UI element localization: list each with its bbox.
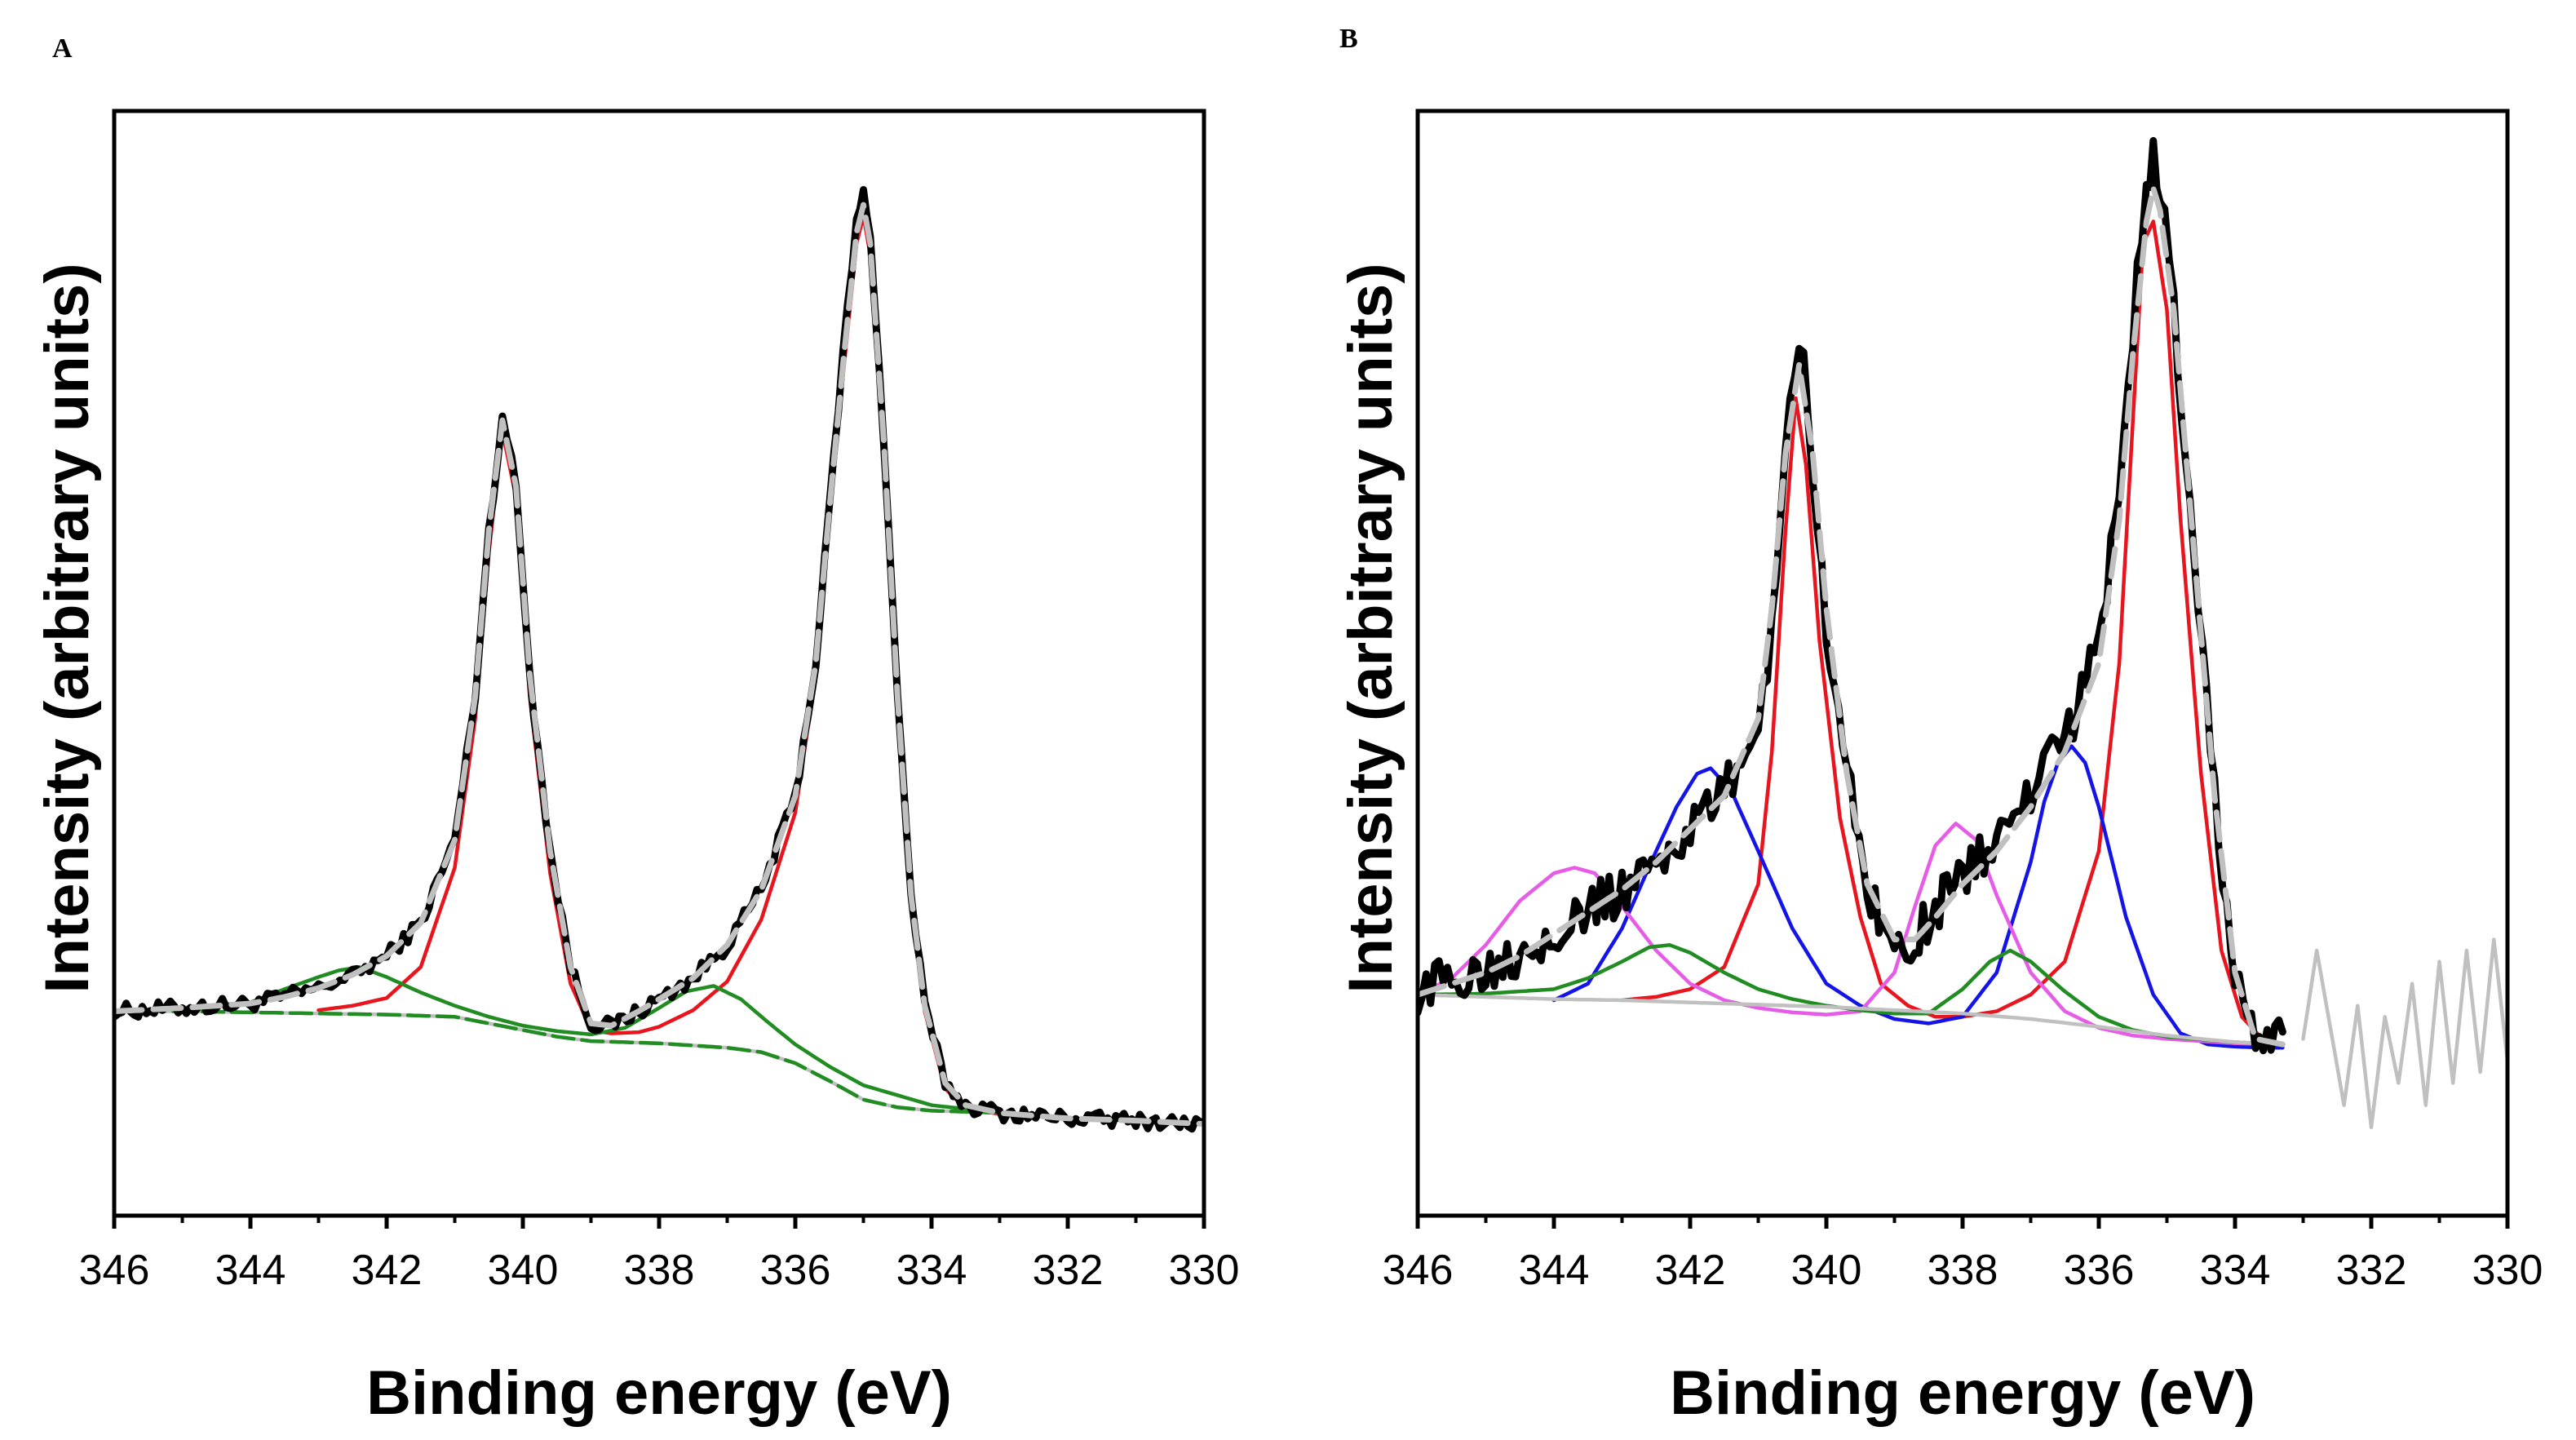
plot-a-x-tick-label-330: 330 bbox=[1169, 1247, 1240, 1294]
panel-label-b: B bbox=[1339, 24, 1358, 54]
plot-b-series-noise-tail-all-traces bbox=[2301, 937, 2507, 1129]
panel-b: B 346 344 342 340 338 336 334 332 330 Binding en… bbox=[1336, 24, 2543, 1428]
plot-b-frame bbox=[1415, 109, 2510, 1218]
plot-b-x-tick-label-340: 340 bbox=[1791, 1247, 1862, 1294]
plot-b-series-envelope-fit bbox=[1418, 185, 2286, 1048]
plot-a-x-tick-label-332: 332 bbox=[1033, 1247, 1104, 1294]
plot-b-x-tick-label-342: 342 bbox=[1655, 1247, 1726, 1294]
plot-a-x-tick-label-344: 344 bbox=[215, 1247, 286, 1294]
plot-a-x-tick-label-342: 342 bbox=[352, 1247, 423, 1294]
plot-b-x-tick-label-336: 336 bbox=[2064, 1247, 2135, 1294]
plot-b-x-tick-label-344: 344 bbox=[1519, 1247, 1590, 1294]
plot-a-x-ticks: 346 344 342 340 338 336 334 332 330 bbox=[79, 1216, 1240, 1294]
plot-b-series-measured-spectrum bbox=[1418, 137, 2286, 1055]
plot-b-x-axis-title: Binding energy (eV) bbox=[1670, 1358, 2255, 1428]
panel-label-a: A bbox=[52, 33, 73, 64]
plot-b-x-tick-label-332: 332 bbox=[2336, 1247, 2407, 1294]
plot-b-x-tick-label-346: 346 bbox=[1383, 1247, 1454, 1294]
plot-a-series-measured-spectrum bbox=[114, 186, 1204, 1133]
plot-b-x-tick-label-334: 334 bbox=[2200, 1247, 2271, 1294]
plot-b-series-violet-component bbox=[1418, 822, 2285, 1047]
plot-a-x-tick-label-340: 340 bbox=[488, 1247, 559, 1294]
panel-a: A 346 344 342 340 338 336 334 332 330 Binding en… bbox=[33, 33, 1239, 1428]
plot-b-series bbox=[1418, 137, 2507, 1129]
plot-a-series-envelope-fit bbox=[114, 202, 1204, 1128]
plot-a-series bbox=[114, 186, 1204, 1133]
plot-b-series-background bbox=[1418, 992, 2285, 1047]
plot-a-frame bbox=[112, 109, 1206, 1218]
plot-a-y-axis-title: Intensity (arbitrary units) bbox=[33, 263, 102, 993]
plot-b-series-main-doublet-component bbox=[1620, 219, 2285, 1047]
plot-a-x-tick-label-334: 334 bbox=[896, 1247, 967, 1294]
plot-a-x-tick-label-338: 338 bbox=[624, 1247, 695, 1294]
plot-a-x-tick-label-346: 346 bbox=[79, 1247, 150, 1294]
plot-b-x-ticks: 346 344 342 340 338 336 334 332 330 bbox=[1383, 1216, 2543, 1294]
plot-b-x-tick-label-338: 338 bbox=[1928, 1247, 1998, 1294]
plot-a-x-axis-title: Binding energy (eV) bbox=[366, 1358, 952, 1428]
plot-a-x-tick-label-336: 336 bbox=[760, 1247, 831, 1294]
plot-b-y-axis-title: Intensity (arbitrary units) bbox=[1336, 263, 1405, 993]
plot-b-x-tick-label-330: 330 bbox=[2472, 1247, 2543, 1294]
plot-b-series-blue-component bbox=[1551, 744, 2285, 1050]
